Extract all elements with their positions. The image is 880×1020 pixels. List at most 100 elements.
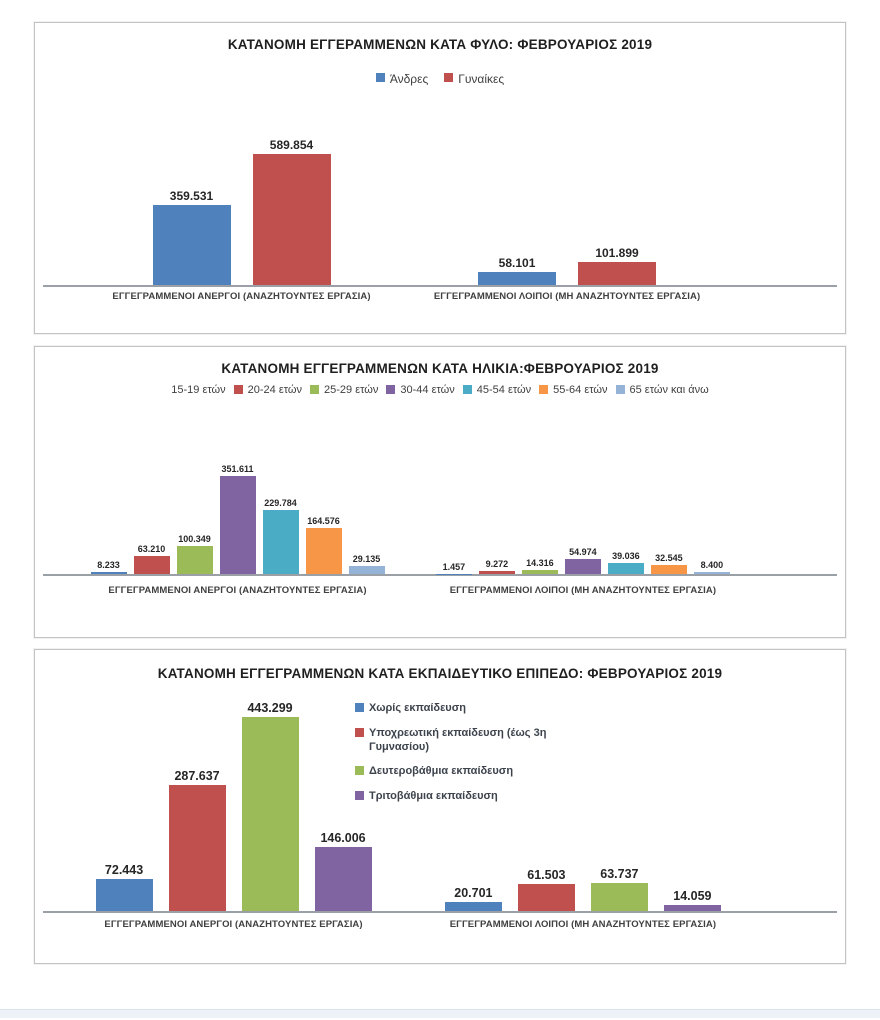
legend-swatch-icon <box>355 727 364 737</box>
category-axis: ΕΓΓΕΓΡΑΜΜΕΝΟΙ ΑΝΕΡΓΟΙ (ΑΝΑΖΗΤΟΥΝΤΕΣ ΕΡΓΑ… <box>43 585 837 599</box>
legend-item: 30-44 ετών <box>386 384 455 398</box>
bar-unit: 14.059 <box>663 888 721 911</box>
bar-value-label: 54.974 <box>569 546 597 557</box>
plot-area: 8.233 63.210 100.349 351.611 229.784 164.576 2… <box>43 464 837 576</box>
chart-title: ΚΑΤΑΝΟΜΗ ΕΓΓΕΓΡΑΜΜΕΝΩΝ ΚΑΤΑ ΕΚΠΑΙΔΕΥΤΙΚΟ… <box>157 666 723 681</box>
bar-value-label: 287.637 <box>174 769 220 784</box>
bar <box>590 883 648 911</box>
category-axis: ΕΓΓΕΓΡΑΜΜΕΝΟΙ ΑΝΕΡΓΟΙ (ΑΝΑΖΗΤΟΥΝΤΕΣ ΕΡΓΑ… <box>43 919 837 933</box>
bar-value-label: 589.854 <box>269 137 314 152</box>
legend-swatch-icon <box>355 766 364 776</box>
bar-value-label: 14.316 <box>526 558 554 569</box>
plot-area: 72.443 287.637 443.299 146.006 20.701 61.503 6… <box>43 701 837 913</box>
bar-value-label: 9.272 <box>485 559 509 570</box>
legend-item: Χωρίς εκπαίδευση <box>355 702 605 716</box>
bar-group: 8.233 63.210 100.349 351.611 229.784 164.576 2… <box>90 463 385 574</box>
legend-label: 25-29 ετών <box>324 384 379 396</box>
bar <box>650 564 687 574</box>
bar-unit: 164.576 <box>305 516 342 574</box>
legend-item: Υποχρεωτική εκπαίδευση (έως 3η Γυμνασίου… <box>355 727 605 755</box>
legend-item: Γυναίκες <box>444 72 504 87</box>
category-label: ΕΓΓΕΓΡΑΜΜΕΝΟΙ ΛΟΙΠΟΙ (ΜΗ ΑΝΑΖΗΤΟΥΝΤΕΣ ΕΡ… <box>449 919 717 930</box>
legend-label: 45-54 ετών <box>476 384 532 396</box>
legend-swatch-icon <box>233 385 243 394</box>
bar-unit: 351.611 <box>219 463 256 574</box>
legend-swatch-icon <box>444 73 454 82</box>
bar <box>478 571 515 574</box>
bar-unit: 29.135 <box>348 553 385 574</box>
legend-label: Δευτεροβάθμια εκπαίδευση <box>369 765 514 778</box>
bar-value-label: 14.059 <box>673 888 712 903</box>
bar-unit: 39.036 <box>607 551 644 574</box>
legend-label: 20-24 ετών <box>247 384 303 396</box>
legend-label: Γυναίκες <box>458 72 505 86</box>
bar-unit: 287.637 <box>168 769 226 911</box>
bar-unit: 443.299 <box>241 701 299 911</box>
category-label: ΕΓΓΕΓΡΑΜΜΕΝΟΙ ΑΝΕΡΓΟΙ (ΑΝΑΖΗΤΟΥΝΤΕΣ ΕΡΓΑ… <box>108 585 367 596</box>
bar-value-label: 29.135 <box>352 553 381 564</box>
chart-legend: Χωρίς εκπαίδευση Υποχρεωτική εκπαίδευση (… <box>355 702 605 804</box>
bar-unit: 63.737 <box>590 867 648 911</box>
bar-value-label: 72.443 <box>104 863 144 878</box>
bar-unit: 54.974 <box>564 546 601 574</box>
bar <box>607 563 644 574</box>
legend-swatch-icon <box>462 385 472 394</box>
legend-item: 15-19 ετών <box>171 384 225 398</box>
category-label: ΕΓΓΕΓΡΑΜΜΕΝΟΙ ΛΟΙΠΟΙ (ΜΗ ΑΝΑΖΗΤΟΥΝΤΕΣ ΕΡ… <box>449 585 717 596</box>
bar <box>90 571 127 574</box>
bar <box>133 556 170 574</box>
footer-strip <box>0 1009 880 1018</box>
bar-group: 58.101 101.899 <box>478 246 657 285</box>
bar-value-label: 101.899 <box>595 246 639 261</box>
bar-unit: 63.210 <box>133 544 170 574</box>
bar-value-label: 146.006 <box>320 831 366 846</box>
bar-unit: 1.457 <box>435 561 472 574</box>
bar-value-label: 1.457 <box>442 561 466 572</box>
legend-swatch-icon <box>375 73 385 82</box>
bar-value-label: 39.036 <box>612 551 640 562</box>
bar-value-label: 20.701 <box>454 885 493 900</box>
legend-item: 20-24 ετών <box>233 384 303 398</box>
bar-unit: 359.531 <box>152 189 231 285</box>
legend-swatch-icon <box>355 703 364 712</box>
chart-title: ΚΑΤΑΝΟΜΗ ΕΓΓΕΡΑΜΜΕΝΩΝ ΚΑΤΑ ΦΥΛΟ: ΦΕΒΡΟΥΑ… <box>227 37 653 52</box>
legend-label: 30-44 ετών <box>400 384 455 396</box>
bar-value-label: 359.531 <box>169 189 214 204</box>
legend-label: Άνδρες <box>389 72 429 86</box>
bar-value-label: 8.400 <box>700 559 724 570</box>
category-label: ΕΓΓΕΓΡΑΜΜΕΝΟΙ ΑΝΕΡΓΟΙ (ΑΝΑΖΗΤΟΥΝΤΕΣ ΕΡΓΑ… <box>104 919 363 930</box>
bar <box>693 571 730 574</box>
bar <box>521 570 558 574</box>
bar <box>152 205 231 285</box>
bar-group: 20.701 61.503 63.737 14.059 <box>444 867 721 911</box>
bar-group: 1.457 9.272 14.316 54.974 39.036 32.545 8.400 <box>435 546 730 574</box>
bar-value-label: 61.503 <box>527 868 566 883</box>
legend-label: 65 ετών και άνω <box>629 384 709 396</box>
bar-unit: 32.545 <box>650 553 687 574</box>
legend-swatch-icon <box>355 791 364 800</box>
bar <box>219 475 256 574</box>
bar-unit: 8.400 <box>693 559 730 574</box>
bar-unit: 101.899 <box>578 246 657 285</box>
legend-label: 55-64 ετών <box>553 384 608 396</box>
bar <box>478 272 557 285</box>
education-chart-panel: ΚΑΤΑΝΟΜΗ ΕΓΓΕΓΡΑΜΜΕΝΩΝ ΚΑΤΑ ΕΚΠΑΙΔΕΥΤΙΚΟ… <box>34 649 846 964</box>
bar-unit: 8.233 <box>90 560 127 574</box>
bar <box>95 879 153 911</box>
bar-unit: 100.349 <box>176 534 213 574</box>
bar <box>663 904 721 911</box>
category-axis: ΕΓΓΕΓΡΑΜΜΕΝΟΙ ΑΝΕΡΓΟΙ (ΑΝΑΖΗΤΟΥΝΤΕΣ ΕΡΓΑ… <box>43 291 837 305</box>
chart-title: ΚΑΤΑΝΟΜΗ ΕΓΓΕΓΡΑΜΜΕΝΩΝ ΚΑΤΑ ΗΛΙΚΙΑ:ΦΕΒΡΟ… <box>221 361 659 376</box>
bar-group: 359.531 589.854 <box>152 137 331 285</box>
bar <box>176 545 213 574</box>
bar-value-label: 58.101 <box>498 256 536 271</box>
legend-item: Τριτοβάθμια εκπαίδευση <box>355 790 605 804</box>
bar-value-label: 229.784 <box>264 497 297 508</box>
bar <box>262 509 299 574</box>
legend-item: Άνδρες <box>375 72 429 87</box>
bar-value-label: 351.611 <box>221 463 254 474</box>
bar <box>578 262 657 285</box>
chart-legend: 15-19 ετών 20-24 ετών 25-29 ετών 30-44 ετών… <box>35 384 845 398</box>
bar <box>168 785 226 911</box>
bar-value-label: 443.299 <box>247 701 293 715</box>
